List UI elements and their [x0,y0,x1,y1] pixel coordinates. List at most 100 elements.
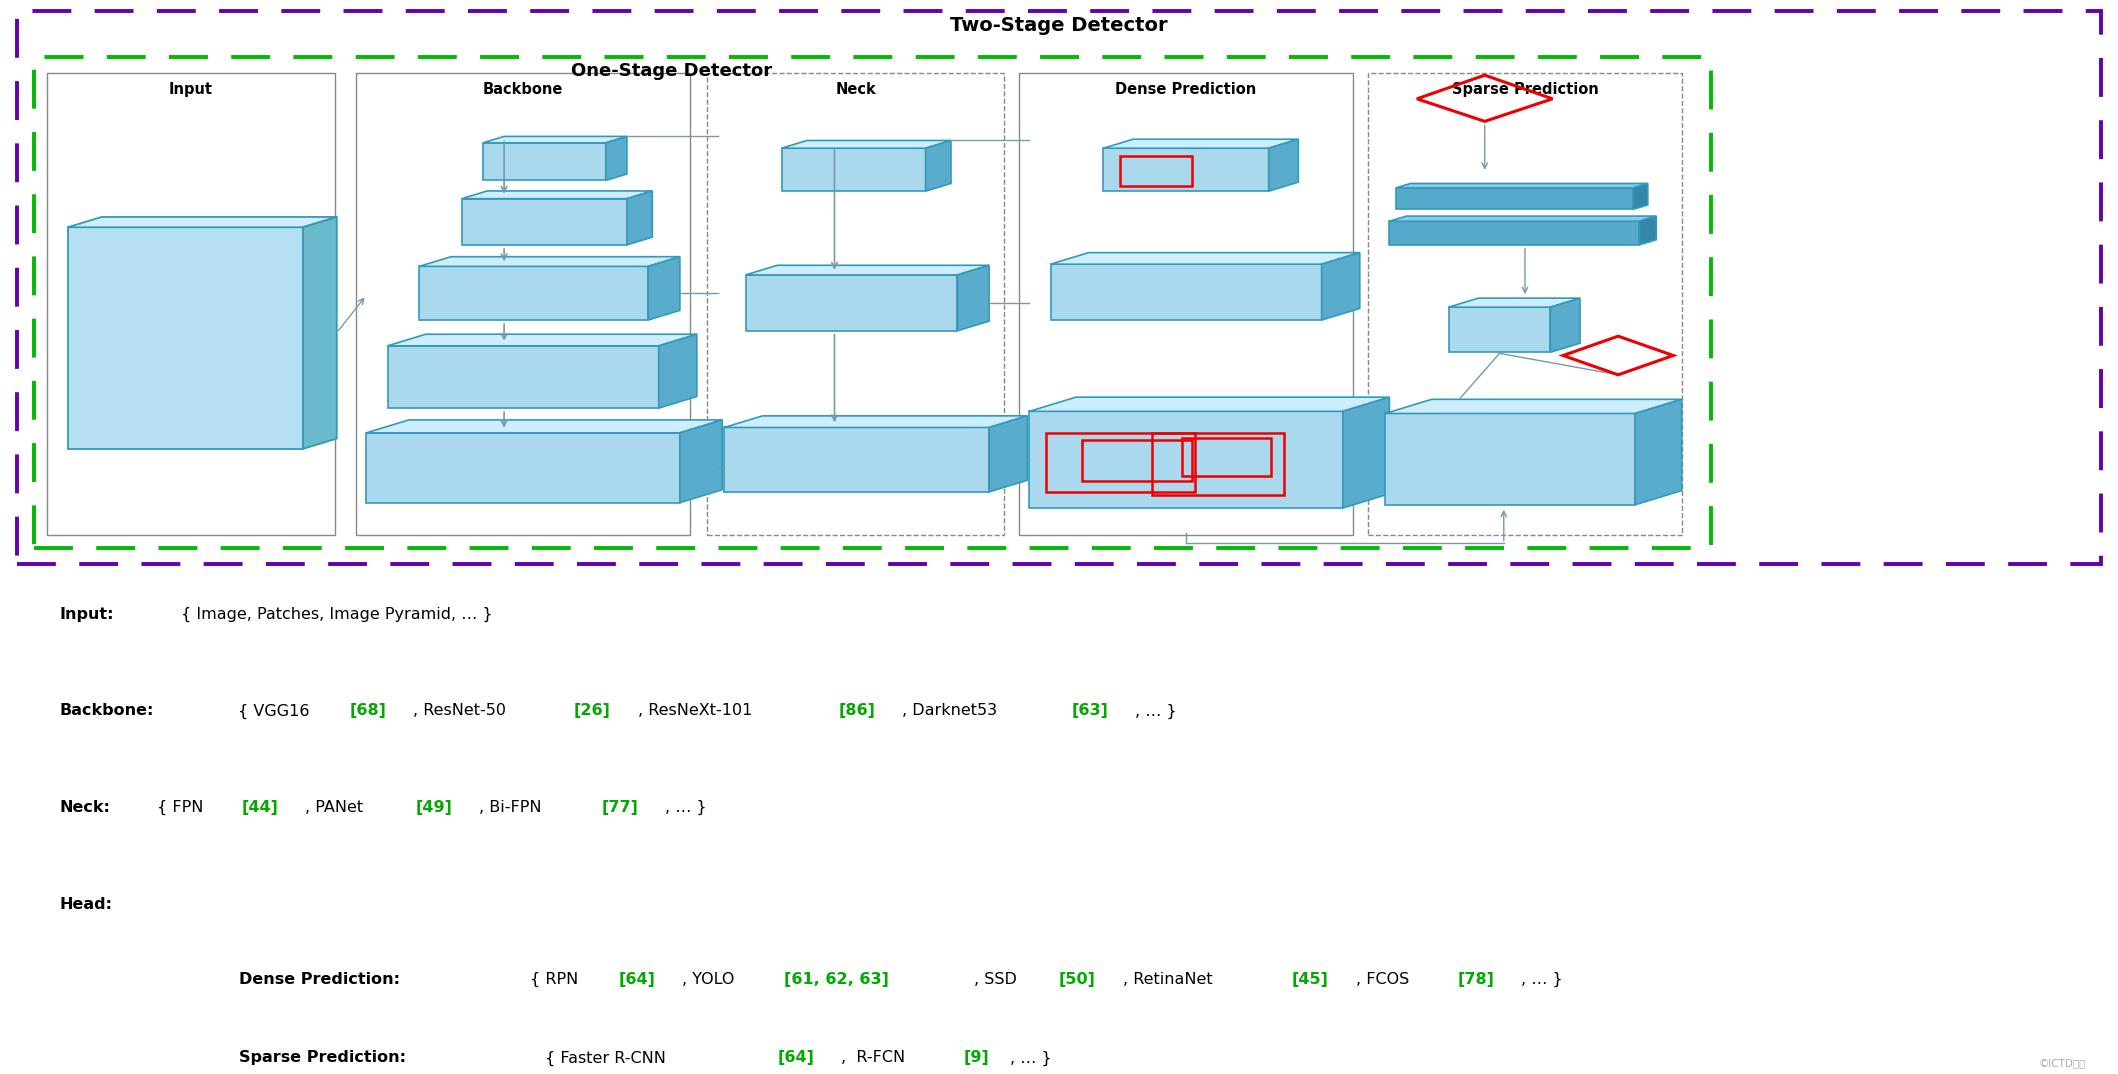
Polygon shape [68,217,337,228]
Text: { VGG16: { VGG16 [233,703,316,719]
Polygon shape [419,257,680,266]
Polygon shape [388,334,697,346]
Text: , Darknet53: , Darknet53 [902,703,1002,719]
Text: Neck:: Neck: [59,800,110,815]
Polygon shape [1633,184,1648,209]
Polygon shape [746,265,989,275]
Bar [1182,438,1271,476]
Text: [77]: [77] [602,800,638,815]
Polygon shape [1103,140,1298,148]
Polygon shape [483,143,606,180]
Polygon shape [1051,252,1360,264]
Polygon shape [483,136,627,143]
Text: { Faster R-CNN: { Faster R-CNN [540,1050,671,1065]
Text: , … }: , … } [1010,1050,1053,1065]
Text: Head:: Head: [59,897,112,912]
Bar [1046,433,1195,492]
Polygon shape [1389,221,1639,245]
Text: [64]: [64] [618,972,654,987]
Polygon shape [1396,188,1633,209]
Text: Dense Prediction:: Dense Prediction: [239,972,400,987]
Text: , SSD: , SSD [974,972,1023,987]
Polygon shape [989,416,1027,492]
Polygon shape [1385,413,1635,505]
Text: [78]: [78] [1457,972,1493,987]
Text: , PANet: , PANet [305,800,369,815]
Bar [1152,433,1284,495]
Bar [1368,73,1682,535]
Polygon shape [462,191,652,199]
Text: { RPN: { RPN [525,972,585,987]
Text: , ResNet-50: , ResNet-50 [413,703,510,719]
Polygon shape [366,420,722,433]
Bar [356,73,690,535]
Text: ©ICTD博客: ©ICTD博客 [2040,1059,2086,1069]
Text: , … }: , … } [1521,972,1563,987]
Polygon shape [1635,400,1682,505]
Bar [1120,156,1192,186]
Text: [50]: [50] [1059,972,1095,987]
Polygon shape [782,141,951,148]
Text: One-Stage Detector: One-Stage Detector [570,62,771,81]
Text: [49]: [49] [415,800,451,815]
Text: Backbone:: Backbone: [59,703,155,719]
Polygon shape [388,346,659,408]
Polygon shape [926,141,951,191]
Text: [68]: [68] [349,703,385,719]
Bar [707,73,1004,535]
Polygon shape [1029,411,1343,508]
Text: [61, 62, 63]: [61, 62, 63] [784,972,890,987]
Polygon shape [1343,397,1389,508]
Polygon shape [782,148,926,191]
Text: Two-Stage Detector: Two-Stage Detector [951,16,1167,35]
Polygon shape [68,228,303,449]
Polygon shape [366,433,680,503]
Text: [63]: [63] [1072,703,1108,719]
Text: [26]: [26] [574,703,610,719]
Bar [1082,440,1192,481]
Text: Input: Input [169,82,212,97]
Text: { FPN: { FPN [152,800,210,815]
Polygon shape [462,199,627,245]
Text: Dense Prediction: Dense Prediction [1116,82,1256,97]
Polygon shape [1269,140,1298,191]
Polygon shape [680,420,722,503]
Polygon shape [1639,216,1656,245]
Text: , YOLO: , YOLO [682,972,739,987]
Text: , RetinaNet: , RetinaNet [1123,972,1218,987]
Polygon shape [1550,299,1580,352]
Text: [64]: [64] [777,1050,813,1065]
Polygon shape [1385,400,1682,413]
Polygon shape [1389,216,1656,221]
Text: Neck: Neck [834,82,877,97]
Polygon shape [1051,264,1322,320]
Polygon shape [419,266,648,320]
Polygon shape [746,275,957,331]
Text: Input:: Input: [59,607,114,622]
Polygon shape [1396,184,1648,188]
Text: , ResNeXt-101: , ResNeXt-101 [638,703,756,719]
Polygon shape [1449,299,1580,307]
Text: Backbone: Backbone [483,82,563,97]
Text: [44]: [44] [241,800,277,815]
Bar [34,57,1711,548]
Text: , … }: , … } [1135,703,1178,719]
Text: , FCOS: , FCOS [1356,972,1415,987]
Text: Sparse Prediction:: Sparse Prediction: [239,1050,407,1065]
Polygon shape [1029,397,1389,411]
Polygon shape [724,416,1027,427]
Text: Sparse Prediction: Sparse Prediction [1451,82,1599,97]
Text: [9]: [9] [964,1050,989,1065]
Bar [1019,73,1353,535]
Polygon shape [1449,307,1550,352]
Polygon shape [627,191,652,245]
Text: , Bi-FPN: , Bi-FPN [479,800,546,815]
Polygon shape [303,217,337,449]
Polygon shape [724,427,989,492]
Text: , … }: , … } [665,800,707,815]
Polygon shape [1322,252,1360,320]
Bar [17,11,2101,564]
Polygon shape [659,334,697,408]
Text: [45]: [45] [1292,972,1328,987]
Bar [47,73,335,535]
